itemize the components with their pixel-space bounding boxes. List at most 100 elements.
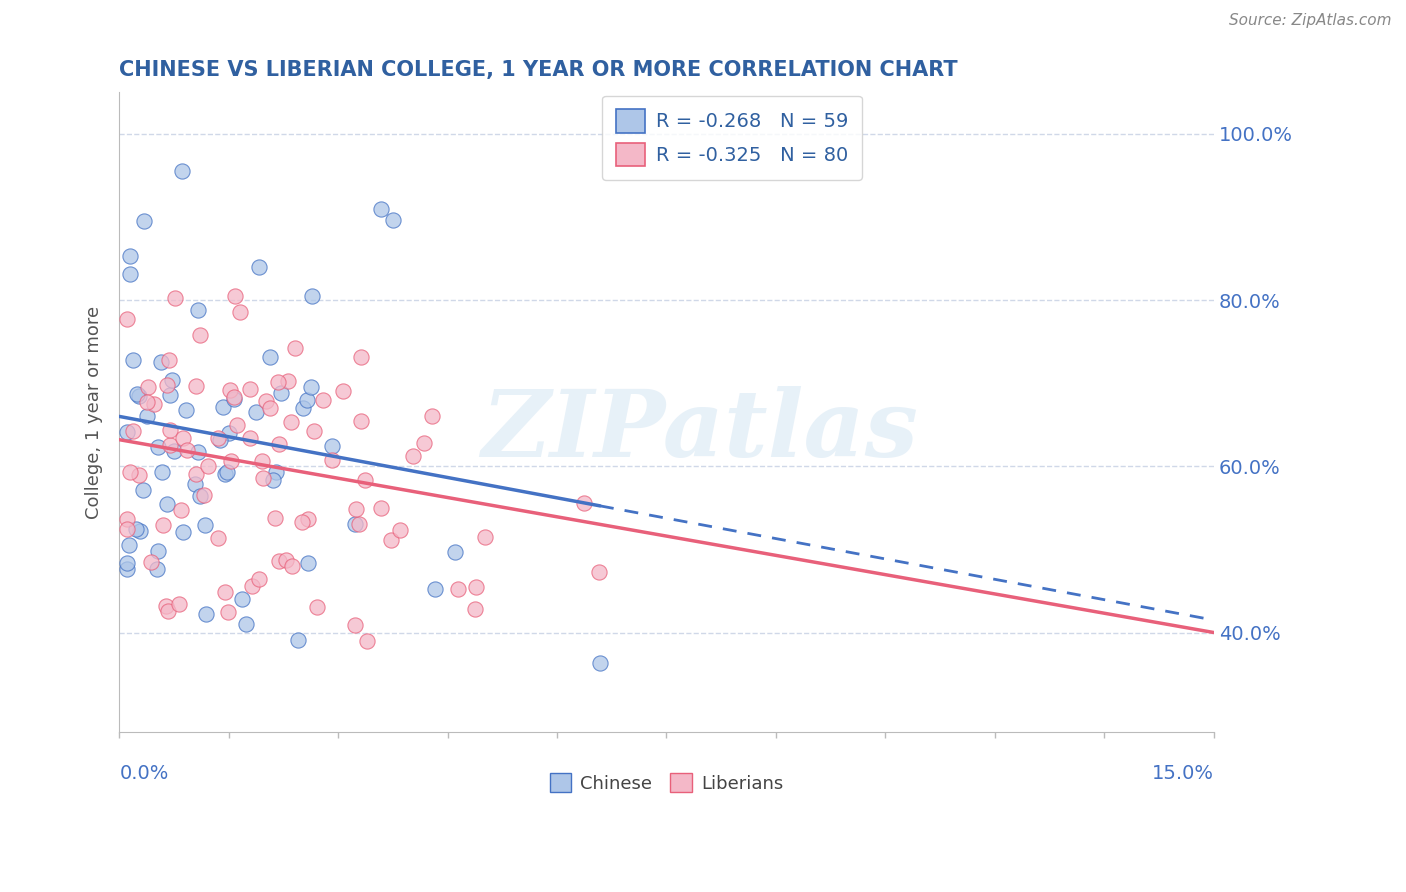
Point (247, 572, 270, 586)
Point (250, 453, 273, 467)
Point (214, 584, 236, 599)
Point (219, 454, 242, 468)
Point (276, 553, 298, 567)
Point (128, 468, 150, 483)
Point (159, 423, 181, 437)
Point (402, 450, 425, 464)
Text: CHINESE VS LIBERIAN COLLEGE, 1 YEAR OR MORE CORRELATION CHART: CHINESE VS LIBERIAN COLLEGE, 1 YEAR OR M… (120, 60, 957, 79)
Point (135, 395, 157, 409)
Point (350, 414, 373, 428)
Point (284, 342, 307, 356)
Point (162, 373, 184, 387)
Point (148, 440, 170, 454)
Point (474, 531, 496, 545)
Point (150, 466, 173, 480)
Point (464, 581, 486, 595)
Point (356, 633, 378, 648)
Point (269, 437, 291, 451)
Point (208, 433, 231, 447)
Point (184, 476, 207, 491)
Point (184, 378, 207, 392)
Point (370, 501, 392, 516)
Point (174, 402, 197, 417)
Point (353, 473, 375, 487)
Point (156, 378, 179, 392)
Point (425, 582, 447, 597)
Point (297, 557, 319, 571)
Point (197, 458, 219, 473)
Point (287, 633, 309, 648)
Point (115, 562, 138, 576)
Point (266, 375, 288, 389)
Point (187, 303, 209, 318)
Point (120, 466, 142, 480)
Point (170, 164, 193, 178)
Point (172, 524, 194, 539)
Point (136, 380, 159, 394)
Point (254, 393, 277, 408)
Point (118, 267, 141, 281)
Point (388, 523, 411, 537)
Point (228, 305, 250, 319)
Point (380, 533, 402, 548)
Point (344, 501, 367, 516)
Point (115, 512, 138, 526)
Point (215, 466, 238, 480)
Point (269, 553, 291, 567)
Point (193, 488, 215, 502)
Point (163, 291, 186, 305)
Point (159, 438, 181, 452)
Point (224, 392, 246, 406)
Point (312, 393, 335, 408)
Point (159, 388, 181, 402)
Point (218, 384, 240, 398)
Point (118, 538, 141, 552)
Point (118, 249, 141, 263)
Point (187, 444, 209, 458)
Point (188, 489, 211, 503)
Point (350, 351, 373, 365)
Point (155, 599, 177, 613)
Point (132, 213, 155, 227)
Point (217, 605, 239, 619)
Point (136, 409, 159, 424)
Point (381, 213, 404, 227)
Point (264, 465, 287, 479)
Point (572, 496, 595, 510)
Point (420, 409, 443, 423)
Point (170, 503, 193, 517)
Point (239, 431, 262, 445)
Point (270, 386, 292, 401)
Point (115, 522, 138, 536)
Point (413, 435, 436, 450)
Point (125, 523, 148, 537)
Point (231, 592, 253, 607)
Point (280, 415, 302, 429)
Point (343, 517, 366, 532)
Point (142, 397, 165, 411)
Point (297, 512, 319, 526)
Point (214, 467, 236, 482)
Point (347, 517, 370, 532)
Point (447, 582, 470, 596)
Point (291, 515, 314, 529)
Point (115, 311, 138, 326)
Point (176, 443, 198, 458)
Text: 0.0%: 0.0% (120, 764, 169, 783)
Point (225, 418, 247, 433)
Point (443, 545, 465, 559)
Point (281, 558, 304, 573)
Point (128, 389, 150, 403)
Point (184, 467, 207, 481)
Point (332, 384, 354, 399)
Point (146, 561, 169, 575)
Point (240, 579, 263, 593)
Point (259, 401, 281, 416)
Point (172, 431, 194, 445)
Point (224, 289, 246, 303)
Point (321, 453, 343, 467)
Point (207, 531, 229, 545)
Point (132, 483, 155, 498)
Point (302, 424, 325, 438)
Point (291, 401, 314, 416)
